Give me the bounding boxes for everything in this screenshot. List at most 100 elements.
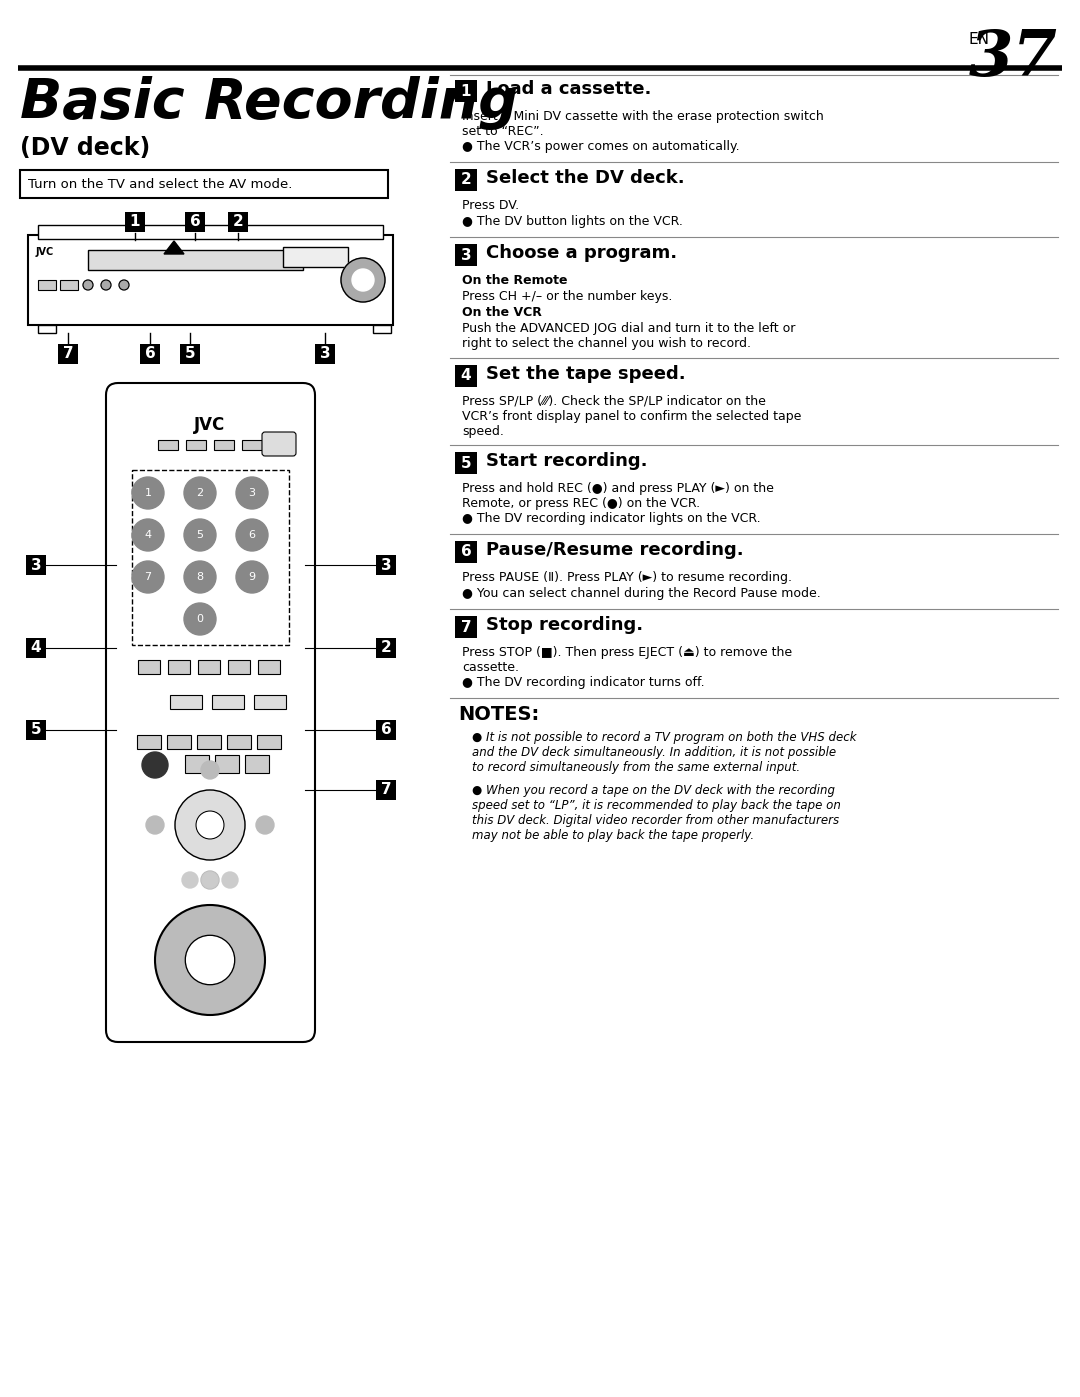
Bar: [283, 247, 348, 267]
Text: 7: 7: [380, 782, 391, 798]
Bar: [455, 616, 477, 638]
Bar: [185, 212, 205, 232]
Text: 6: 6: [380, 722, 391, 738]
Text: 2: 2: [461, 172, 471, 187]
Bar: [257, 735, 281, 749]
Text: ● It is not possible to record a TV program on both the VHS deck
and the DV deck: ● It is not possible to record a TV prog…: [472, 731, 856, 774]
Text: ● The DV recording indicator turns off.: ● The DV recording indicator turns off.: [462, 676, 704, 689]
Bar: [167, 735, 191, 749]
Circle shape: [202, 872, 218, 888]
Circle shape: [341, 258, 384, 302]
Bar: [215, 754, 239, 773]
Text: Turn on the TV and select the AV mode.: Turn on the TV and select the AV mode.: [28, 177, 293, 190]
Bar: [186, 440, 206, 450]
Bar: [38, 225, 383, 239]
Bar: [455, 541, 477, 563]
Text: 7: 7: [145, 571, 151, 583]
Bar: [87, 250, 303, 270]
Text: 4: 4: [30, 640, 41, 655]
Circle shape: [237, 476, 268, 509]
Text: Pause/Resume recording.: Pause/Resume recording.: [486, 541, 744, 559]
Circle shape: [156, 905, 265, 1016]
Text: Press SP/LP (⁄⁄⁄). Check the SP/LP indicator on the
VCR’s front display panel to: Press SP/LP (⁄⁄⁄). Check the SP/LP indic…: [462, 395, 801, 439]
Circle shape: [102, 279, 111, 291]
Bar: [138, 659, 160, 673]
Circle shape: [183, 872, 198, 888]
Text: 5: 5: [461, 455, 471, 471]
Bar: [180, 344, 200, 365]
Bar: [228, 659, 249, 673]
Text: EN: EN: [969, 32, 990, 47]
Bar: [228, 212, 248, 232]
Text: 2: 2: [232, 215, 243, 229]
Text: 0: 0: [197, 615, 203, 624]
Text: ● The VCR’s power comes on automatically.: ● The VCR’s power comes on automatically…: [462, 140, 740, 154]
Bar: [198, 659, 220, 673]
Bar: [373, 326, 391, 332]
Bar: [26, 638, 46, 658]
Bar: [455, 244, 477, 265]
Text: 6: 6: [145, 346, 156, 362]
Text: 7: 7: [461, 619, 471, 634]
Text: 4: 4: [461, 369, 471, 384]
Text: 7: 7: [63, 346, 73, 362]
Text: 3: 3: [248, 488, 256, 497]
Circle shape: [146, 816, 164, 834]
Bar: [376, 555, 396, 576]
Bar: [227, 735, 251, 749]
Text: 2: 2: [197, 488, 203, 497]
Text: 5: 5: [30, 722, 41, 738]
Circle shape: [184, 562, 216, 592]
Text: Load a cassette.: Load a cassette.: [486, 80, 651, 98]
Text: ● The DV button lights on the VCR.: ● The DV button lights on the VCR.: [462, 215, 683, 228]
Circle shape: [175, 789, 245, 861]
Bar: [38, 326, 56, 332]
Text: ● The DV recording indicator lights on the VCR.: ● The DV recording indicator lights on t…: [462, 511, 760, 525]
Text: On the VCR: On the VCR: [462, 306, 542, 319]
Text: Choose a program.: Choose a program.: [486, 244, 677, 263]
Text: 2: 2: [380, 640, 391, 655]
Bar: [254, 694, 286, 710]
Circle shape: [132, 476, 164, 509]
Bar: [455, 169, 477, 191]
Text: Press and hold REC (●) and press PLAY (►) on the
Remote, or press REC (●) on the: Press and hold REC (●) and press PLAY (►…: [462, 482, 774, 510]
Circle shape: [184, 520, 216, 550]
Bar: [376, 719, 396, 740]
Text: On the Remote: On the Remote: [462, 274, 567, 286]
Bar: [212, 694, 244, 710]
Text: 8: 8: [197, 571, 203, 583]
Text: 37: 37: [969, 28, 1058, 89]
Text: 5: 5: [185, 346, 195, 362]
Bar: [185, 754, 210, 773]
Bar: [26, 555, 46, 576]
Bar: [245, 754, 269, 773]
Bar: [455, 365, 477, 387]
Bar: [242, 440, 262, 450]
Bar: [158, 440, 178, 450]
Text: Basic Recording: Basic Recording: [21, 75, 518, 130]
Text: Select the DV deck.: Select the DV deck.: [486, 169, 685, 187]
Bar: [315, 344, 335, 365]
Circle shape: [184, 476, 216, 509]
Text: Insert a Mini DV cassette with the erase protection switch
set to “REC”.: Insert a Mini DV cassette with the erase…: [462, 110, 824, 138]
Bar: [376, 780, 396, 800]
Bar: [168, 659, 190, 673]
Circle shape: [132, 562, 164, 592]
Text: 1: 1: [461, 84, 471, 99]
Circle shape: [186, 935, 234, 985]
Bar: [137, 735, 161, 749]
Text: NOTES:: NOTES:: [458, 705, 539, 724]
Text: JVC: JVC: [194, 416, 226, 434]
Text: 5: 5: [197, 529, 203, 541]
Text: 3: 3: [461, 247, 471, 263]
Text: 1: 1: [130, 215, 140, 229]
Bar: [140, 344, 160, 365]
Text: 1: 1: [145, 488, 151, 497]
Text: 6: 6: [461, 545, 471, 560]
Polygon shape: [164, 242, 184, 254]
Text: ● When you record a tape on the DV deck with the recording
speed set to “LP”, it: ● When you record a tape on the DV deck …: [472, 784, 841, 842]
Bar: [38, 279, 56, 291]
Text: ● You can select channel during the Record Pause mode.: ● You can select channel during the Reco…: [462, 587, 821, 599]
Bar: [26, 719, 46, 740]
Circle shape: [201, 761, 219, 780]
